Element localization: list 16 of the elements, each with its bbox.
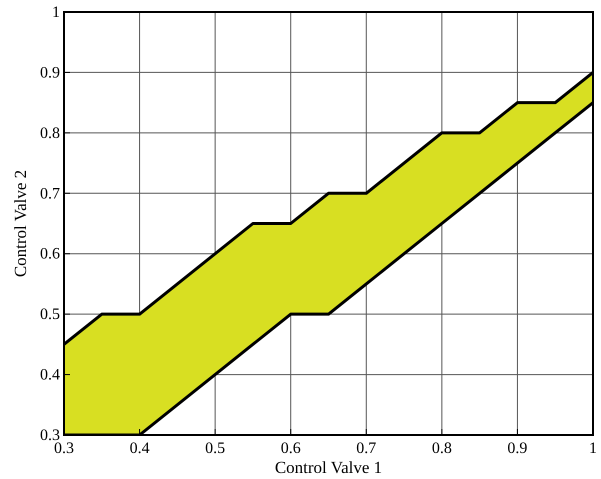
y-tick-label: 0.8 xyxy=(40,124,60,142)
x-tick-label: 0.5 xyxy=(205,440,226,457)
x-tick-label: 1 xyxy=(589,440,597,457)
x-tick-label: 0.6 xyxy=(280,440,301,457)
x-axis-title: Control Valve 1 xyxy=(274,458,382,477)
x-tick-label: 0.7 xyxy=(356,440,376,457)
x-tick-label: 0.8 xyxy=(432,440,452,457)
x-tick-label: 0.4 xyxy=(130,440,150,457)
y-axis-title: Control Valve 2 xyxy=(11,170,30,278)
y-tick-label: 0.6 xyxy=(40,246,60,263)
y-tick-label: 0.7 xyxy=(40,185,60,202)
y-tick-label: 1 xyxy=(52,4,60,21)
y-tick-label: 0.9 xyxy=(40,64,60,82)
y-tick-label: 0.5 xyxy=(40,306,60,324)
y-tick-label: 0.4 xyxy=(40,366,60,384)
x-tick-label: 0.9 xyxy=(507,440,528,457)
